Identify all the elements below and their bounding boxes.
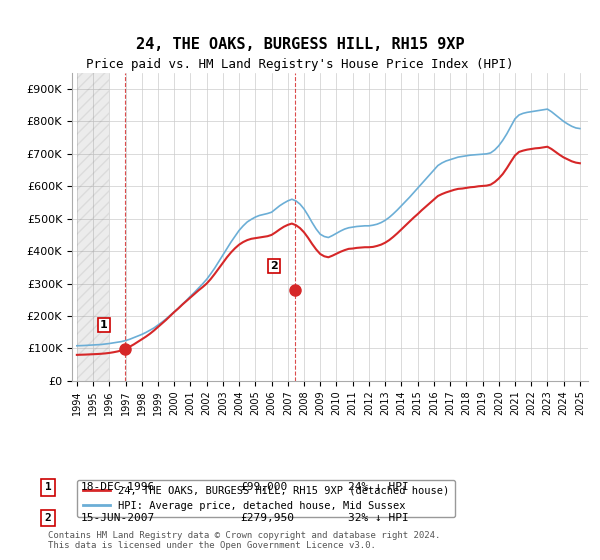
Text: 1: 1	[100, 320, 107, 330]
Text: 18-DEC-1996: 18-DEC-1996	[81, 482, 155, 492]
Text: £279,950: £279,950	[240, 513, 294, 523]
Text: 15-JUN-2007: 15-JUN-2007	[81, 513, 155, 523]
Text: 2: 2	[44, 513, 52, 523]
Text: 32% ↓ HPI: 32% ↓ HPI	[348, 513, 409, 523]
Text: 24, THE OAKS, BURGESS HILL, RH15 9XP: 24, THE OAKS, BURGESS HILL, RH15 9XP	[136, 38, 464, 52]
Text: 24% ↓ HPI: 24% ↓ HPI	[348, 482, 409, 492]
Bar	[77, 73, 109, 381]
Text: £99,000: £99,000	[240, 482, 287, 492]
Text: 2: 2	[270, 261, 278, 271]
Text: Contains HM Land Registry data © Crown copyright and database right 2024.
This d: Contains HM Land Registry data © Crown c…	[48, 530, 440, 550]
Text: Price paid vs. HM Land Registry's House Price Index (HPI): Price paid vs. HM Land Registry's House …	[86, 58, 514, 71]
Legend: 24, THE OAKS, BURGESS HILL, RH15 9XP (detached house), HPI: Average price, detac: 24, THE OAKS, BURGESS HILL, RH15 9XP (de…	[77, 479, 455, 517]
Text: 1: 1	[44, 482, 52, 492]
